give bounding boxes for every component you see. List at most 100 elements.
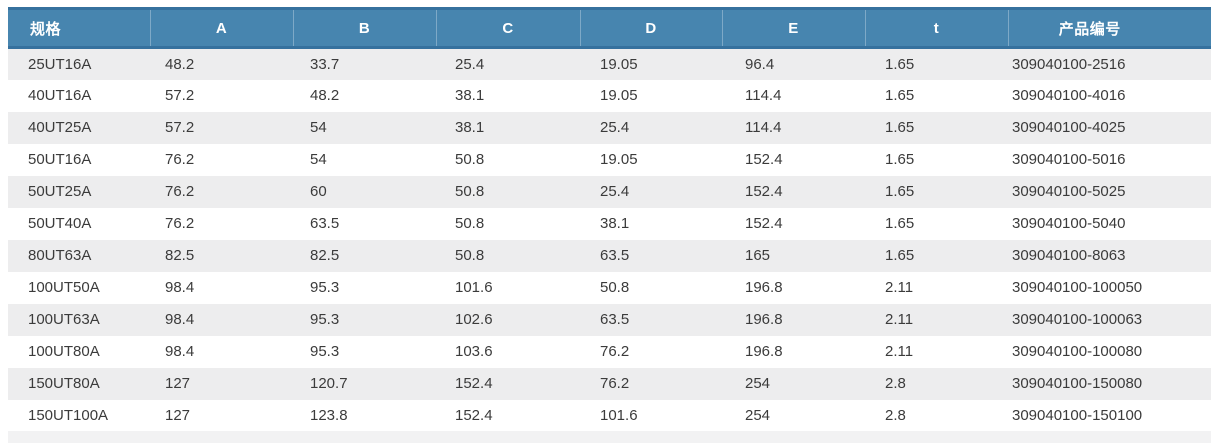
table-bottom-strip [8,431,1211,443]
column-header-spec: 规格 [8,7,151,49]
cell-a: 127 [165,375,191,392]
cell-c: 152.4 [455,375,493,392]
table-row-100UT63A: 100UT63A 98.4 95.3 102.6 63.5 196.8 2.11 309040… [8,303,1211,336]
cell-spec: 100UT63A [28,311,100,328]
cell-spec: 150UT100A [28,407,109,424]
cell-a: 48.2 [165,55,195,73]
cell-c: 50.8 [455,215,485,232]
cell-c: 152.4 [455,407,493,424]
cell-a: 98.4 [165,311,195,328]
cell-e: 196.8 [745,343,783,360]
cell-e: 114.4 [745,119,782,136]
table-row-150UT100A: 150UT100A 127 123.8 152.4 101.6 254 2.8 3090401… [8,399,1211,432]
cell-e: 254 [745,375,771,392]
cell-a: 76.2 [165,215,195,232]
cell-d: 25.4 [600,119,630,136]
cell-spec: 80UT63A [28,247,92,264]
cell-t: 1.65 [885,247,915,264]
cell-b: 33.7 [310,55,340,73]
cell-t: 2.11 [885,311,914,328]
cell-t: 1.65 [885,183,915,200]
cell-b: 123.8 [310,407,348,424]
column-header-a: A [150,7,294,49]
cell-product-code: 309040100-8063 [1012,247,1126,264]
cell-t: 2.8 [885,375,906,392]
table-row-100UT80A: 100UT80A 98.4 95.3 103.6 76.2 196.8 2.11 309040… [8,335,1211,368]
cell-e: 152.4 [745,215,783,232]
cell-b: 95.3 [310,343,340,360]
cell-product-code: 309040100-5016 [1012,151,1126,168]
cell-e: 165 [745,247,771,264]
table-row-25UT16A: 25UT16A 48.2 33.7 25.4 19.05 96.4 1.65 30904010… [8,47,1211,80]
cell-d: 25.4 [600,183,630,200]
cell-e: 114.4 [745,87,782,104]
cell-product-code: 309040100-100063 [1012,311,1143,328]
cell-d: 76.2 [600,343,630,360]
table-row-80UT63A: 80UT63A 82.5 82.5 50.8 63.5 165 1.65 309040100-… [8,239,1211,272]
cell-b: 95.3 [310,311,340,328]
table-row-50UT40A: 50UT40A 76.2 63.5 50.8 38.1 152.4 1.65 30904010… [8,207,1211,240]
cell-d: 63.5 [600,247,630,264]
column-header-c: C [436,7,581,49]
cell-product-code: 309040100-150080 [1012,375,1143,392]
column-header-product-code: 产品编号 [1008,7,1211,49]
cell-spec: 100UT50A [28,279,100,296]
cell-b: 63.5 [310,215,340,232]
table-body: 25UT16A 48.2 33.7 25.4 19.05 96.4 1.65 30904010… [8,47,1211,432]
cell-c: 102.6 [455,311,493,328]
cell-product-code: 309040100-5025 [1012,183,1126,200]
cell-d: 101.6 [600,407,638,424]
cell-spec: 100UT80A [28,343,100,360]
cell-product-code: 309040100-100080 [1012,343,1143,360]
cell-e: 152.4 [745,183,783,200]
cell-c: 103.6 [455,343,493,360]
cell-c: 38.1 [455,87,485,104]
cell-c: 25.4 [455,55,485,73]
cell-a: 98.4 [165,279,195,296]
column-header-t: t [865,7,1009,49]
cell-a: 76.2 [165,151,195,168]
cell-spec: 50UT40A [28,215,92,232]
cell-t: 2.11 [885,343,914,360]
cell-b: 95.3 [310,279,340,296]
cell-c: 50.8 [455,247,485,264]
cell-a: 57.2 [165,119,195,136]
cell-a: 127 [165,407,191,424]
cell-t: 1.65 [885,119,915,136]
cell-d: 19.05 [600,87,638,104]
cell-c: 50.8 [455,183,485,200]
cell-spec: 50UT25A [28,183,92,200]
cell-e: 254 [745,407,771,424]
cell-product-code: 309040100-2516 [1012,55,1126,73]
cell-d: 76.2 [600,375,630,392]
cell-c: 50.8 [455,151,485,168]
column-header-d: D [580,7,723,49]
cell-t: 2.11 [885,279,914,296]
cell-b: 60 [310,183,327,200]
cell-t: 1.65 [885,215,915,232]
cell-t: 1.65 [885,87,915,104]
cell-a: 98.4 [165,343,195,360]
cell-c: 38.1 [455,119,485,136]
cell-product-code: 309040100-5040 [1012,215,1126,232]
cell-b: 120.7 [310,375,348,392]
cell-b: 54 [310,151,327,168]
cell-spec: 150UT80A [28,375,100,392]
table-row-100UT50A: 100UT50A 98.4 95.3 101.6 50.8 196.8 2.11 309040… [8,271,1211,304]
cell-d: 63.5 [600,311,630,328]
cell-a: 82.5 [165,247,195,264]
cell-spec: 40UT25A [28,119,92,136]
cell-b: 54 [310,119,327,136]
table-row-150UT80A: 150UT80A 127 120.7 152.4 76.2 254 2.8 309040100… [8,367,1211,400]
cell-t: 2.8 [885,407,906,424]
cell-d: 50.8 [600,279,630,296]
cell-d: 19.05 [600,151,638,168]
cell-spec: 40UT16A [28,87,92,104]
table-row-50UT25A: 50UT25A 76.2 60 50.8 25.4 152.4 1.65 309040100-… [8,175,1211,208]
cell-spec: 25UT16A [28,55,92,73]
cell-e: 196.8 [745,311,783,328]
